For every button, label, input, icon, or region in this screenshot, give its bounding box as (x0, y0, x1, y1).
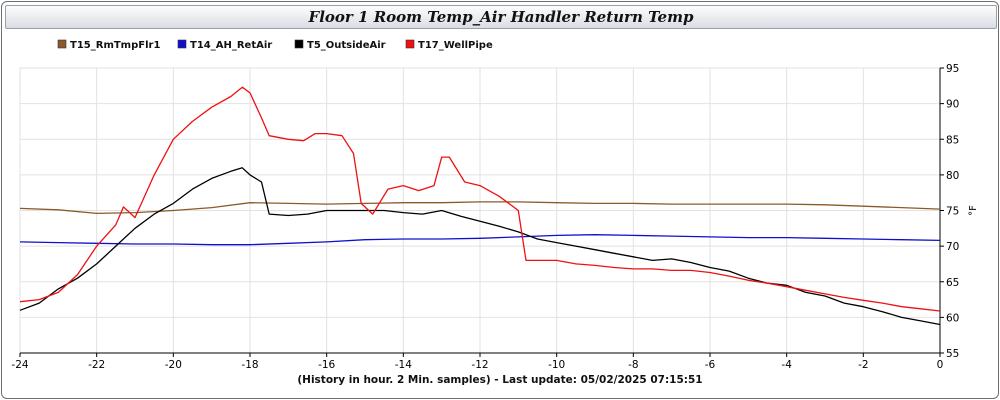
series-line-t17-wellpipe (19, 86, 941, 312)
x-tick-label: -16 (318, 359, 335, 371)
y-tick-label: 85 (946, 134, 959, 146)
legend-swatch (294, 39, 304, 49)
y-tick-label: 95 (946, 63, 959, 75)
legend-label: T5_OutsideAir (307, 40, 386, 51)
x-tick-label: -14 (395, 359, 412, 371)
y-axis-unit-label: °F (968, 205, 979, 216)
x-tick-label: -12 (471, 359, 488, 371)
x-tick-label: -24 (11, 359, 28, 371)
x-tick-label: -22 (88, 359, 105, 371)
y-tick-label: 55 (946, 348, 959, 360)
y-tick-label: 70 (946, 241, 959, 253)
footer-caption: (History in hour. 2 Min. samples) - Last… (297, 374, 703, 386)
x-tick-label: -10 (548, 359, 565, 371)
x-tick-label: -4 (781, 359, 792, 371)
legend-label: T17_WellPipe (418, 40, 493, 51)
y-tick-label: 90 (946, 99, 959, 111)
y-tick-label: 65 (946, 277, 959, 289)
legend-swatch (405, 39, 415, 49)
x-tick-label: -2 (858, 359, 868, 371)
legend-swatch (57, 39, 67, 49)
legend-label: T15_RmTmpFlr1 (70, 40, 160, 51)
y-tick-label: 80 (946, 170, 959, 182)
legend-label: T14_AH_RetAir (190, 40, 272, 51)
x-tick-label: 0 (937, 359, 944, 371)
series-line-t15-rmtmpflr1 (19, 201, 941, 215)
y-tick-label: 60 (946, 312, 959, 324)
title-bar: Floor 1 Room Temp_Air Handler Return Tem… (5, 5, 997, 29)
x-tick-label: -18 (241, 359, 258, 371)
x-tick-label: -8 (628, 359, 638, 371)
x-tick-label: -20 (165, 359, 182, 371)
series-line-t5-outsideair (19, 167, 941, 326)
series-line-t14-ah-retair (19, 234, 941, 246)
legend-swatch (177, 39, 187, 49)
x-tick-label: -6 (705, 359, 716, 371)
y-tick-label: 75 (946, 206, 959, 218)
chart-title: Floor 1 Room Temp_Air Handler Return Tem… (308, 8, 694, 26)
